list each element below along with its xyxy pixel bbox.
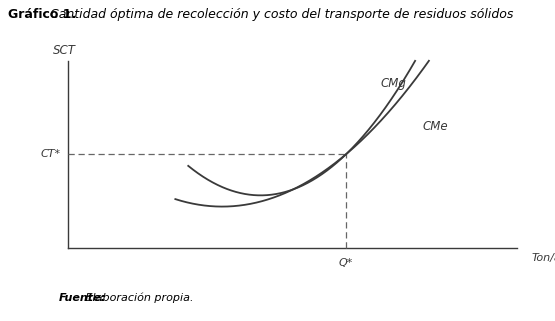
Text: Elaboración propia.: Elaboración propia. bbox=[82, 293, 194, 303]
Text: Fuente:: Fuente: bbox=[58, 293, 105, 303]
Text: CMg: CMg bbox=[380, 77, 406, 90]
Text: Gráfico 1.: Gráfico 1. bbox=[8, 8, 77, 21]
Text: Ton/año: Ton/año bbox=[532, 253, 555, 263]
Text: CT*: CT* bbox=[41, 149, 60, 159]
Text: CMe: CMe bbox=[423, 120, 448, 133]
Text: Cantidad óptima de recolección y costo del transporte de residuos sólidos: Cantidad óptima de recolección y costo d… bbox=[46, 8, 513, 21]
Text: SCT: SCT bbox=[53, 44, 75, 57]
Text: Q*: Q* bbox=[339, 258, 353, 268]
